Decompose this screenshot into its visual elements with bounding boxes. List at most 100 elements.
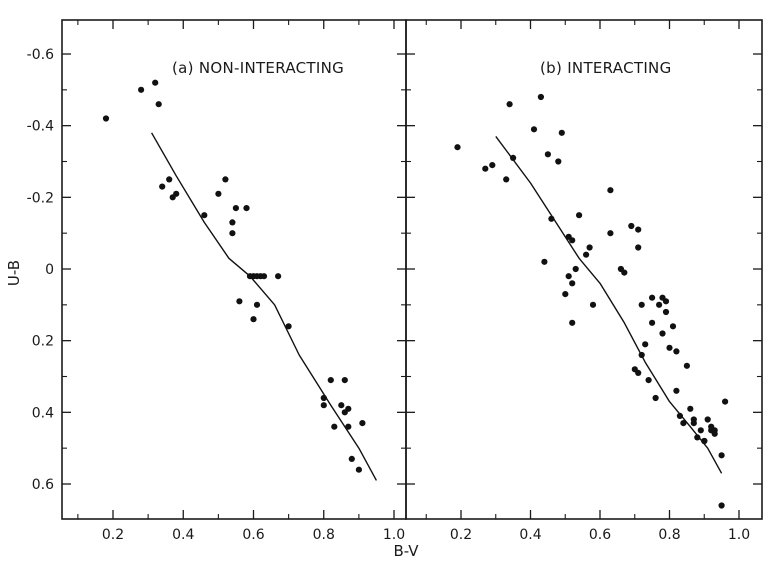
- panel-a-xtick-label: 1.0: [383, 527, 405, 543]
- panel-b-data-point: [645, 377, 652, 384]
- panel-b-frame: [405, 19, 763, 520]
- panel-b-data-point: [697, 427, 704, 434]
- panel-b-data-point: [489, 162, 496, 169]
- panel-a-data-point: [285, 323, 292, 330]
- panel-b-data-point: [722, 398, 729, 405]
- panel-a-data-point: [229, 230, 236, 237]
- panel-b-data-point: [569, 237, 576, 244]
- panel-a-data-point: [166, 176, 173, 183]
- panel-a-data-point: [331, 423, 338, 430]
- panel-b-data-point: [572, 265, 579, 273]
- panel-b-data-point: [711, 430, 718, 437]
- panel-b-data-point: [506, 101, 513, 108]
- panel-a-data-point: [155, 101, 162, 108]
- panel-b-data-point: [642, 341, 649, 348]
- panel-b-data-point: [569, 319, 576, 326]
- panel-a-data-point: [345, 405, 352, 412]
- panel-b-data-point: [638, 301, 645, 308]
- panel-a-data-point: [215, 190, 222, 197]
- panel-b-data-point: [690, 416, 697, 423]
- panel-b-data-point: [656, 301, 663, 308]
- panel-a-data-point: [229, 219, 236, 226]
- panel-a-data-point: [250, 316, 257, 323]
- panel-b-data-point: [649, 294, 656, 301]
- panel-a-data-point: [338, 402, 345, 409]
- panel-b-data-point: [541, 258, 548, 265]
- panel-b-data-point: [676, 412, 684, 419]
- panel-b-data-point: [635, 226, 642, 233]
- panel-a-data-point: [320, 402, 327, 409]
- panel-b-data-point: [569, 280, 576, 287]
- panel-interacting: (b) INTERACTING 0.2 0.4 0.6 0.8 1.0: [405, 19, 763, 543]
- ytick-label: -0.2: [27, 190, 54, 206]
- panel-a-data-point: [253, 301, 261, 308]
- panel-b-data-point: [694, 434, 701, 441]
- panel-b-data-point: [704, 416, 711, 423]
- panel-b-data-point: [673, 348, 680, 355]
- panel-a-data-point: [243, 205, 250, 212]
- panel-a-data-point: [345, 423, 352, 430]
- panel-a-title: (a) NON-INTERACTING: [172, 59, 344, 77]
- panel-b-data-point: [558, 129, 565, 136]
- panel-b-data-point: [666, 344, 673, 351]
- panel-b-data-point: [680, 420, 687, 427]
- y-axis-title: U-B: [5, 260, 23, 286]
- panel-non-interacting: (a) NON-INTERACTING 0.2 0.4 0.6 0.8 1.0 -0.6 -…: [27, 19, 407, 543]
- panel-a-data-point: [232, 205, 239, 212]
- panel-b-marks: [454, 93, 729, 509]
- panel-a-fit-line: [150, 132, 378, 481]
- panel-b-data-point: [669, 323, 677, 330]
- panel-a-xtick-label: 0.4: [172, 527, 194, 543]
- ytick-label: 0: [45, 262, 54, 278]
- panel-a-data-point: [236, 298, 243, 305]
- panel-b-tick-labels: 0.2 0.4 0.6 0.8 1.0: [450, 527, 750, 543]
- panel-b-data-point: [555, 158, 562, 165]
- panel-b-data-point: [530, 126, 538, 133]
- panel-b-data-point: [683, 362, 691, 369]
- panel-b-data-point: [503, 176, 510, 183]
- panel-a-marks: [102, 79, 378, 481]
- panel-b-data-point: [544, 151, 552, 158]
- panel-a-data-point: [359, 420, 366, 427]
- panel-b-data-point: [687, 405, 694, 412]
- panel-a-data-point: [341, 377, 348, 384]
- panel-b-data-point: [662, 298, 670, 305]
- panel-a-data-point: [222, 176, 229, 183]
- panel-b-xtick-label: 0.2: [450, 527, 472, 543]
- panel-b-data-point: [586, 244, 593, 251]
- panel-b-data-point: [673, 387, 680, 394]
- panel-a-data-point: [201, 212, 208, 219]
- panel-a-xtick-label: 0.6: [242, 527, 264, 543]
- panel-b-data-point: [537, 93, 545, 101]
- panel-a-data-point: [348, 455, 355, 462]
- panel-b-data-point: [635, 244, 642, 251]
- panel-b-data-point: [659, 330, 666, 337]
- panel-b-data-point: [607, 187, 614, 194]
- panel-b-fit-line: [495, 135, 723, 474]
- panel-a-data-point: [138, 86, 145, 93]
- panel-a-ticks: [62, 20, 406, 519]
- panel-b-ticks: [406, 20, 762, 519]
- panel-b-data-point: [583, 251, 590, 258]
- panel-b-data-point: [718, 502, 725, 509]
- panel-a-data-point: [327, 377, 334, 384]
- panel-b-data-point: [662, 308, 670, 316]
- panel-b-data-point: [718, 452, 725, 459]
- ytick-label: 0.6: [32, 477, 54, 493]
- panel-a-frame: [61, 19, 407, 520]
- ytick-label: 0.4: [32, 405, 54, 421]
- panel-a-data-point: [102, 115, 110, 122]
- panel-b-data-point: [607, 230, 614, 237]
- panel-b-data-point: [482, 165, 489, 172]
- panel-b-data-point: [649, 319, 656, 326]
- panel-b-data-point: [509, 154, 517, 161]
- panel-b-data-point: [454, 144, 461, 151]
- ytick-label: -0.4: [27, 119, 54, 135]
- panel-a-xtick-label: 0.8: [313, 527, 335, 543]
- panel-a-data-point: [355, 466, 362, 473]
- panel-a-tick-labels: 0.2 0.4 0.6 0.8 1.0 -0.6 -0.4 -0.2 0 0.2 0.4 0.6: [27, 47, 405, 543]
- ytick-label: 0.2: [32, 334, 54, 350]
- panel-a-data-point: [173, 190, 180, 197]
- panel-b-data-point: [562, 291, 569, 298]
- panel-b-data-point: [652, 394, 659, 402]
